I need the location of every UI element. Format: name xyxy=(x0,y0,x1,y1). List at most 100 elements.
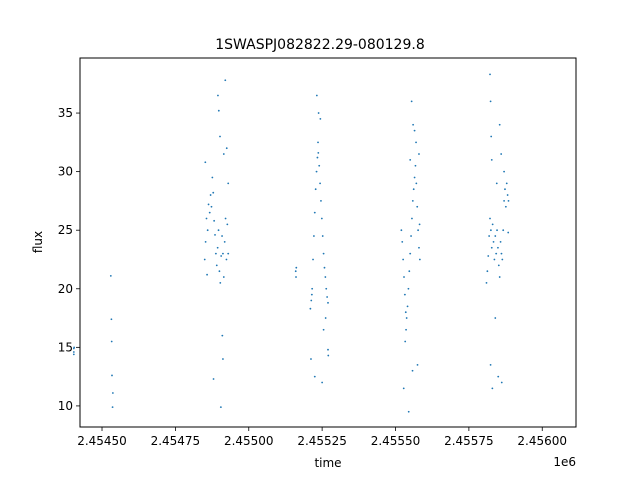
y-tick-label: 30 xyxy=(58,165,73,179)
data-point xyxy=(400,229,403,232)
data-point xyxy=(404,340,407,343)
data-point xyxy=(416,364,419,366)
x-tick-label: 2.45500 xyxy=(224,434,274,448)
data-point xyxy=(209,194,212,196)
data-point xyxy=(323,266,326,269)
data-point xyxy=(494,317,497,319)
data-point xyxy=(405,328,407,331)
data-point xyxy=(491,223,494,226)
data-point xyxy=(222,358,224,360)
data-point xyxy=(111,374,113,377)
data-point xyxy=(206,229,209,232)
data-point xyxy=(317,112,320,114)
data-point xyxy=(500,381,503,384)
data-point xyxy=(500,153,503,155)
chart-title: 1SWASPJ082822.29-080129.8 xyxy=(215,37,424,53)
data-point xyxy=(207,203,210,206)
data-point xyxy=(327,354,330,357)
data-point xyxy=(224,217,227,220)
data-point xyxy=(411,369,414,372)
x-axis-ticks: 2.45450 2.45475 2.45500 2.45525 2.45550 2.455… xyxy=(77,427,567,448)
data-point xyxy=(208,211,211,214)
data-point xyxy=(327,301,329,304)
data-point xyxy=(492,241,495,243)
y-tick-label: 35 xyxy=(58,106,73,120)
data-point xyxy=(415,141,417,144)
data-point xyxy=(413,129,416,132)
y-tick-label: 20 xyxy=(58,282,73,296)
data-point xyxy=(408,270,411,273)
data-point xyxy=(404,311,407,314)
data-point xyxy=(222,252,224,255)
data-point xyxy=(313,235,315,237)
data-point xyxy=(111,392,114,394)
data-point xyxy=(418,223,421,226)
data-point xyxy=(72,351,75,353)
data-point xyxy=(109,274,112,277)
data-point xyxy=(222,276,225,278)
data-point xyxy=(319,182,321,185)
x-tick-label: 2.45550 xyxy=(371,434,421,448)
data-point xyxy=(219,135,221,138)
data-point xyxy=(504,205,507,208)
data-point xyxy=(214,252,217,255)
data-point xyxy=(326,296,329,298)
data-point xyxy=(211,176,214,179)
y-tick-label: 15 xyxy=(58,340,73,354)
data-point xyxy=(407,287,410,290)
data-point xyxy=(493,258,496,261)
data-point xyxy=(212,191,215,194)
data-point xyxy=(214,233,216,236)
x-tick-label: 2.45450 xyxy=(77,434,127,448)
data-point xyxy=(497,375,500,378)
data-point xyxy=(221,334,224,337)
data-point xyxy=(110,318,113,321)
data-point xyxy=(490,135,493,138)
data-point xyxy=(215,264,218,267)
data-point xyxy=(494,235,497,237)
x-tick-label: 2.45475 xyxy=(151,434,201,448)
y-tick-label: 10 xyxy=(58,399,73,413)
data-point xyxy=(226,223,229,226)
data-point xyxy=(485,282,488,284)
data-point xyxy=(219,406,222,408)
data-point xyxy=(320,200,322,202)
data-point xyxy=(295,276,297,278)
data-point xyxy=(320,217,323,220)
data-point xyxy=(223,241,226,243)
data-point xyxy=(295,266,298,269)
data-point xyxy=(409,159,412,161)
data-point xyxy=(413,176,416,179)
data-point xyxy=(490,246,493,249)
data-point xyxy=(406,305,409,308)
data-point xyxy=(310,358,312,360)
data-point xyxy=(417,229,419,232)
data-point xyxy=(498,123,501,126)
data-point xyxy=(325,287,328,290)
data-point xyxy=(73,346,76,349)
x-axis-label: time xyxy=(314,456,341,470)
data-point xyxy=(321,381,324,384)
data-point xyxy=(489,73,491,76)
data-point xyxy=(227,252,230,255)
data-point xyxy=(205,217,208,220)
data-point xyxy=(322,252,325,255)
data-point xyxy=(310,293,313,296)
data-point xyxy=(203,258,206,261)
data-point xyxy=(499,241,502,243)
data-point xyxy=(402,387,405,390)
data-point xyxy=(495,252,498,255)
data-point xyxy=(403,293,406,296)
data-point xyxy=(318,164,321,167)
data-point xyxy=(317,141,319,144)
x-tick-label: 2.45525 xyxy=(297,434,347,448)
data-point xyxy=(496,229,498,232)
data-point xyxy=(220,255,223,257)
data-point xyxy=(401,241,404,243)
data-point xyxy=(216,246,219,249)
data-point xyxy=(486,270,489,273)
data-point xyxy=(324,276,327,278)
data-point xyxy=(204,241,207,243)
data-point xyxy=(507,200,510,202)
data-point xyxy=(506,194,509,196)
